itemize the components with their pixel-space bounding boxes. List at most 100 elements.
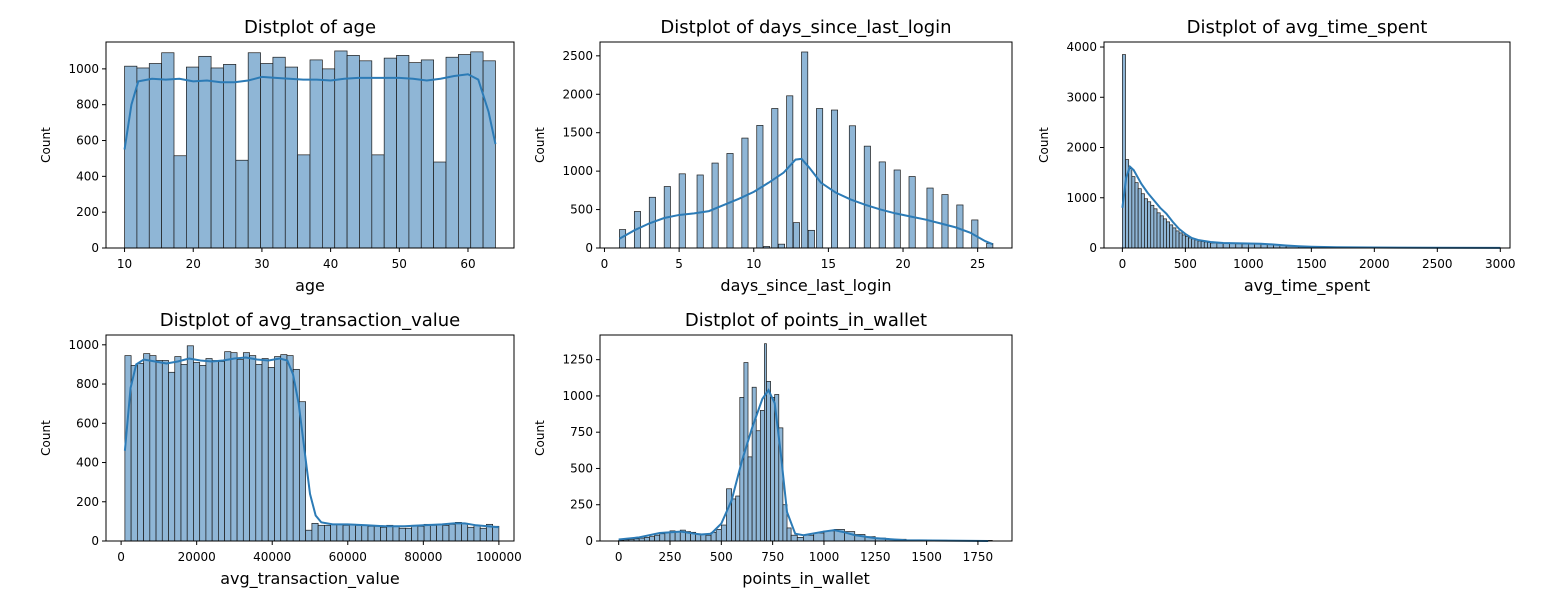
axes-frame <box>105 334 515 542</box>
histogram-bar <box>751 386 757 542</box>
histogram-bar <box>174 356 182 542</box>
y-tick-label: 600 <box>76 134 99 148</box>
histogram-bar <box>168 371 176 542</box>
histogram-bar <box>161 360 169 542</box>
y-tick-label: 1000 <box>68 338 99 352</box>
histogram-bar <box>433 161 447 249</box>
y-tick-label: 3000 <box>1066 90 1097 104</box>
histogram-bar <box>1169 224 1174 249</box>
histogram-bar <box>470 51 484 249</box>
histogram-bar <box>700 534 707 542</box>
x-axis-label: age <box>295 276 325 295</box>
y-tick-label: 1000 <box>562 164 593 178</box>
histogram-bar <box>823 530 835 542</box>
histogram-bar <box>747 456 753 542</box>
histogram-bar <box>448 523 456 542</box>
y-tick-label: 500 <box>570 461 593 475</box>
x-tick-label: 20 <box>186 257 201 271</box>
y-tick-label: 800 <box>76 98 99 112</box>
histogram-bar <box>199 365 207 542</box>
histogram-bar <box>173 155 187 249</box>
histogram-bar <box>956 204 964 249</box>
x-tick-label: 0 <box>615 550 623 564</box>
histogram-bar <box>223 64 237 249</box>
axes-frame <box>599 41 1013 249</box>
histogram-bar <box>1147 201 1152 249</box>
histogram-bar <box>143 353 151 542</box>
histogram-bar <box>813 532 825 542</box>
histogram-bar <box>224 351 232 542</box>
x-axis-label: points_in_wallet <box>742 569 870 589</box>
histogram-bar <box>429 524 437 542</box>
y-tick-label: 1000 <box>68 62 99 76</box>
histogram-bar <box>1159 215 1164 249</box>
x-tick-label: 10 <box>117 257 132 271</box>
histogram-bar <box>715 529 722 542</box>
histogram-bar <box>807 229 815 249</box>
x-tick-label: 1250 <box>860 550 891 564</box>
histogram-bar <box>649 536 655 542</box>
histogram-bar <box>801 51 809 249</box>
subplot-4: 0 20000 40000 60000 80000 100000 0 200 400 600 800… <box>39 310 522 589</box>
histogram-bar <box>193 362 201 542</box>
histogram-bar <box>311 522 319 542</box>
histogram-bar <box>445 56 459 249</box>
x-tick-label: 750 <box>761 550 784 564</box>
histogram-bar <box>1150 204 1155 249</box>
histogram-bar <box>1178 232 1183 249</box>
y-tick-label: 1500 <box>562 126 593 140</box>
histogram-bar <box>423 523 431 542</box>
axes-frame <box>105 41 515 249</box>
histogram-bar <box>218 361 225 542</box>
histogram-bar <box>1222 243 1230 249</box>
subplot-2: 0 5 10 15 20 25 0 500 1000 1500 2000 2500 Distplot o… <box>533 17 1013 296</box>
histogram-bar <box>398 527 406 542</box>
histogram-bar <box>305 529 313 542</box>
histogram-bar <box>149 355 157 542</box>
histogram-bar <box>1122 54 1126 249</box>
y-tick-label: 800 <box>76 377 99 391</box>
histogram-bar <box>1207 242 1211 249</box>
histogram-bar <box>272 56 286 249</box>
histogram-bar <box>778 243 786 249</box>
histogram-bar <box>678 173 686 249</box>
histogram-bar <box>361 524 369 542</box>
y-tick-label: 750 <box>570 425 593 439</box>
histogram-bar <box>373 525 381 542</box>
histogram-bar <box>1216 242 1224 249</box>
y-tick-label: 400 <box>76 456 99 470</box>
histogram-bar <box>405 527 412 542</box>
histogram-bar <box>720 524 727 542</box>
histogram-bar <box>396 55 410 249</box>
histogram-bar <box>386 524 394 542</box>
histogram-bar <box>417 525 425 542</box>
axes-frame <box>1103 41 1511 249</box>
x-axis-label: avg_transaction_value <box>220 569 400 589</box>
x-tick-label: 30 <box>254 257 269 271</box>
histogram-bar <box>442 524 450 542</box>
histogram-bar <box>346 55 360 249</box>
histogram-bar <box>1229 243 1237 249</box>
histogram-bar <box>908 176 916 249</box>
histogram-bar <box>674 531 681 542</box>
subplot-5: 0 250 500 750 1000 1250 1500 1750 0 250 500 750 1000… <box>533 310 1013 589</box>
histogram-bar <box>383 57 397 249</box>
histogram-bar <box>348 523 356 542</box>
histogram-bar <box>792 222 800 249</box>
y-tick-label: 200 <box>76 205 99 219</box>
histogram-bar <box>317 524 325 542</box>
histogram-bar <box>643 537 650 542</box>
histogram-bar <box>230 352 238 542</box>
y-tick-label: 0 <box>585 241 593 255</box>
histogram-bar <box>236 359 244 542</box>
histogram-bar <box>261 358 269 542</box>
x-axis-label: days_since_last_login <box>720 276 891 296</box>
histogram-bar <box>280 354 288 542</box>
histogram-bar <box>1153 208 1158 249</box>
histogram-bar <box>705 534 712 542</box>
x-tick-label: 25 <box>970 257 985 271</box>
histogram-bar <box>831 109 839 249</box>
y-tick-label: 0 <box>91 534 99 548</box>
histogram-bar <box>205 358 213 542</box>
